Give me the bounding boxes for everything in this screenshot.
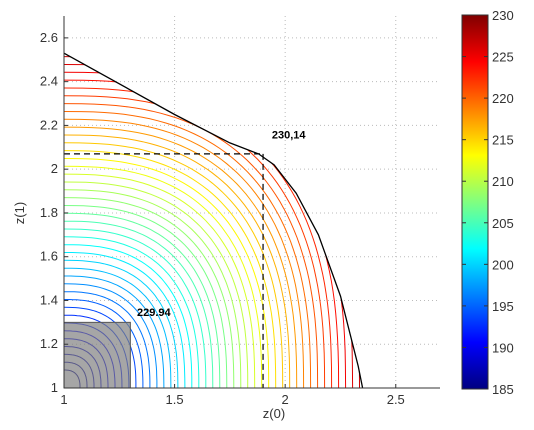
colorbar-tick-label: 185: [492, 382, 514, 397]
x-tick-label: 1.5: [166, 392, 184, 407]
y-tick-label: 2.6: [40, 30, 58, 45]
x-axis-label: z(0): [263, 406, 285, 421]
colorbar-tick-label: 220: [492, 91, 514, 106]
contour-line: [64, 299, 144, 388]
colorbar-tick-label: 205: [492, 216, 514, 231]
y-tick-label: 1.8: [40, 205, 58, 220]
colorbar-tick-label: 200: [492, 257, 514, 272]
contour-line: [64, 197, 235, 388]
y-tick-label: 1.4: [40, 292, 58, 307]
x-tick-label: 2: [282, 392, 289, 407]
colorbar-tick-label: 195: [492, 299, 514, 314]
colorbar-tick-label: 210: [492, 174, 514, 189]
contour-line: [64, 111, 312, 388]
y-tick-label: 2.2: [40, 117, 58, 132]
colorbar-tick-label: 230: [492, 8, 514, 23]
y-tick-label: 1.2: [40, 336, 58, 351]
contour-line: [64, 252, 186, 388]
y-axis-label: z(1): [12, 202, 27, 224]
y-tick-label: 2: [51, 161, 58, 176]
annotation-label: 230,14: [272, 130, 307, 142]
contour-line: [64, 212, 221, 388]
contour-line: [64, 236, 200, 388]
y-tick-label: 1: [51, 380, 58, 395]
contour-line: [64, 118, 305, 388]
colorbar-tick-label: 215: [492, 133, 514, 148]
shaded-region: [63, 321, 131, 389]
contour-line: [64, 291, 151, 388]
contour-line: [64, 173, 256, 388]
colorbar-tick-label: 190: [492, 340, 514, 355]
contour-line: [64, 134, 291, 388]
annotation-label: 229.94: [137, 307, 172, 319]
contour-line: [64, 181, 249, 388]
contour-line: [64, 150, 277, 388]
x-tick-label: 2.5: [387, 392, 405, 407]
contour-line: [64, 259, 179, 388]
contour-line: [64, 228, 207, 388]
colorbar-gradient: [461, 14, 489, 390]
contour-line: [64, 205, 228, 388]
x-tick-label: 1: [60, 392, 67, 407]
contour-line: [64, 244, 193, 388]
contour-line: [64, 283, 158, 388]
contour-line: [64, 126, 298, 388]
contour-line: [64, 103, 319, 388]
y-tick-label: 1.6: [40, 249, 58, 264]
contour-line: [64, 142, 284, 388]
y-tick-label: 2.4: [40, 74, 58, 89]
contour-line: [64, 220, 214, 388]
boundary-curve: [63, 52, 364, 389]
colorbar: 185 190 195 200 205 210 215 220 225 230: [461, 8, 514, 397]
contour-line: [64, 275, 165, 388]
contour-line: [64, 189, 242, 388]
contour-line: [64, 165, 263, 388]
colorbar-tick-label: 225: [492, 50, 514, 65]
contour-line: [64, 267, 172, 388]
